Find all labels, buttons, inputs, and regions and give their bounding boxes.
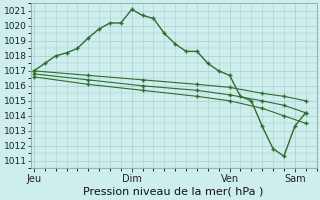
X-axis label: Pression niveau de la mer( hPa ): Pression niveau de la mer( hPa ) [84, 187, 264, 197]
